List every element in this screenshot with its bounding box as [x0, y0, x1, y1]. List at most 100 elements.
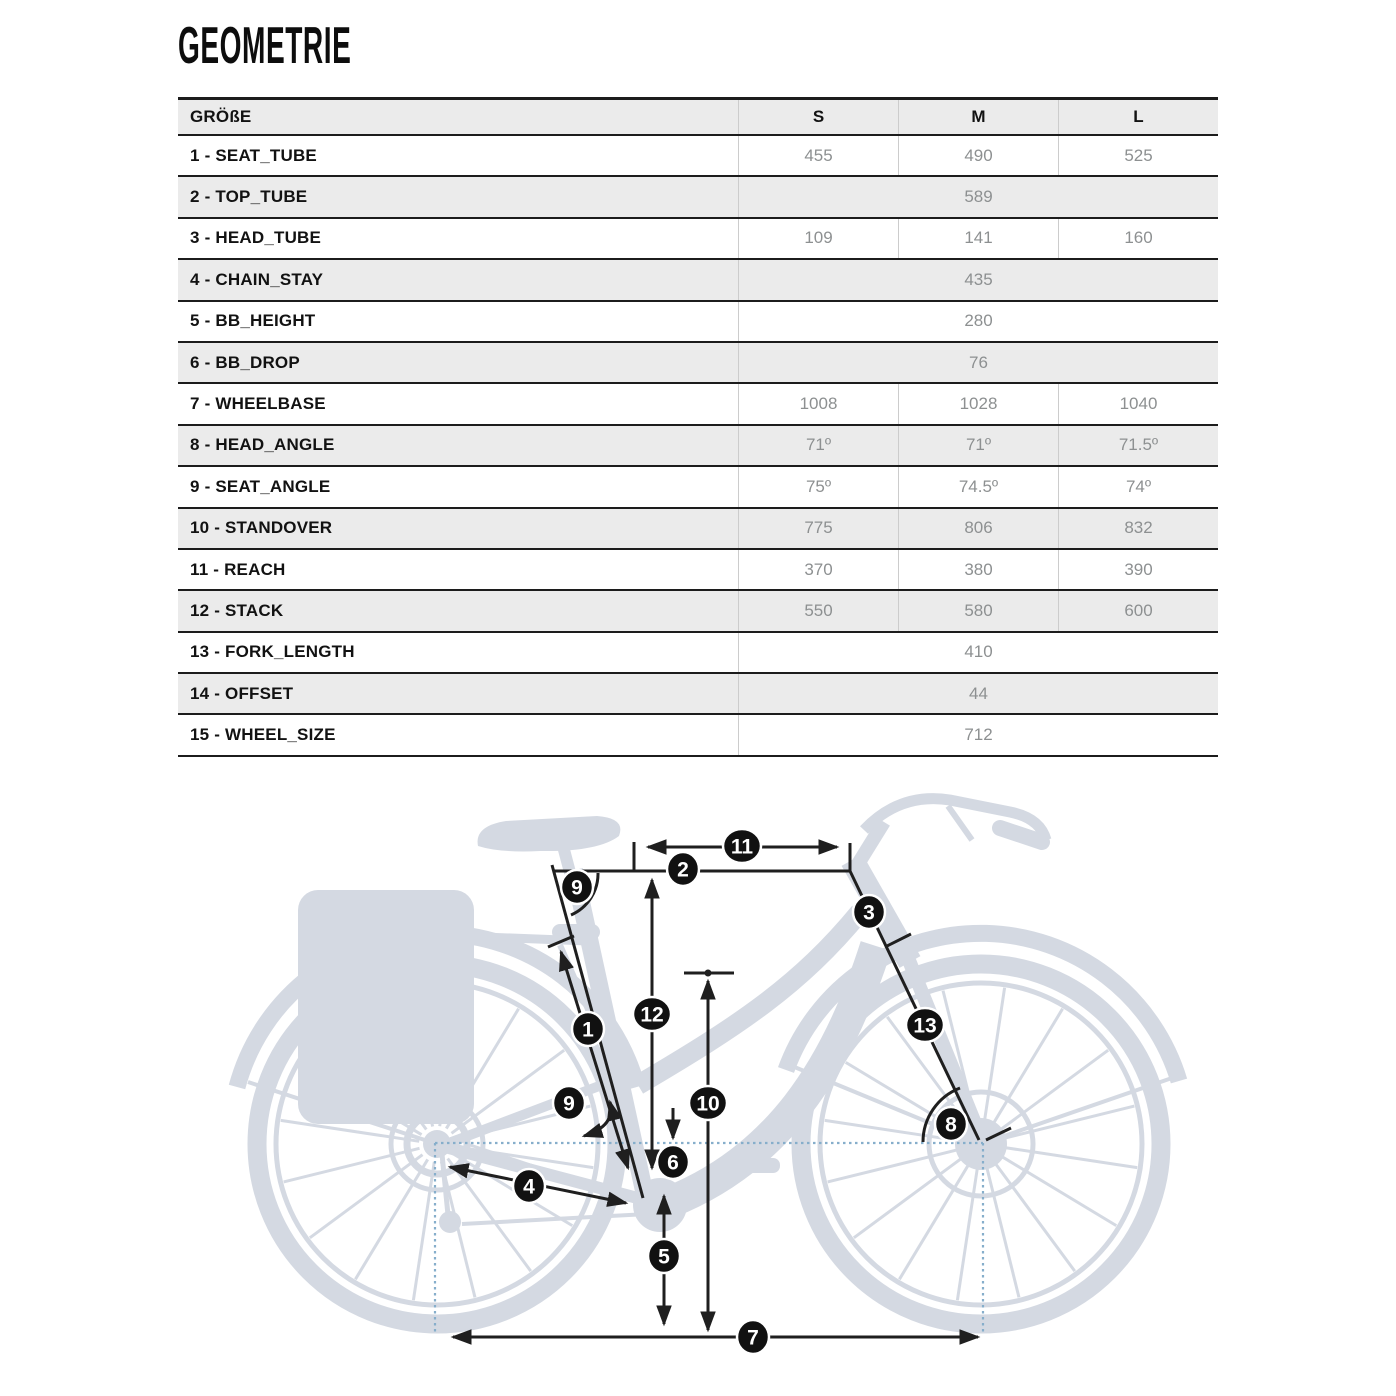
row-value: 712 — [738, 715, 1218, 755]
svg-text:2: 2 — [677, 859, 689, 882]
row-value: 525 — [1058, 136, 1218, 176]
row-value: 76 — [738, 342, 1218, 383]
handlebar — [860, 793, 1052, 842]
row-value: 74º — [1058, 467, 1218, 507]
row-value: 390 — [1058, 549, 1218, 590]
dimension-badge: 5 — [646, 1237, 682, 1275]
table-row: 9 - SEAT_ANGLE 75º 74.5º 74º — [178, 467, 1218, 509]
table-row: 6 - BB_DROP 76 — [178, 342, 1218, 385]
svg-text:5: 5 — [658, 1246, 670, 1269]
dimension-badge: 13 — [904, 1006, 946, 1044]
axle-guide-lines — [433, 1141, 985, 1333]
page-title: GEOMETRIE — [178, 17, 352, 75]
row-value: 1040 — [1058, 384, 1218, 424]
row-value: 589 — [738, 177, 1218, 217]
row-label: 6 - BB_DROP — [190, 352, 300, 372]
row-value: 410 — [738, 632, 1218, 673]
row-value: 550 — [738, 591, 898, 631]
table-row: 3 - HEAD_TUBE 109 141 160 — [178, 218, 1218, 261]
rear-rack — [301, 925, 589, 946]
row-label: 9 - SEAT_ANGLE — [190, 476, 331, 496]
row-label: 1 - SEAT_TUBE — [190, 145, 317, 165]
svg-text:9: 9 — [571, 877, 583, 900]
svg-text:4: 4 — [523, 1176, 535, 1199]
row-value: 490 — [898, 136, 1058, 176]
row-value: 141 — [898, 218, 1058, 259]
row-value: 370 — [738, 549, 898, 590]
row-label: 15 - WHEEL_SIZE — [190, 725, 336, 745]
row-value: 806 — [898, 508, 1058, 548]
row-value: 74.5º — [898, 467, 1058, 507]
row-value: 775 — [738, 508, 898, 548]
pedal — [724, 1158, 780, 1173]
svg-text:11: 11 — [731, 836, 754, 859]
row-value: 832 — [1058, 508, 1218, 548]
row-label: 14 - OFFSET — [190, 683, 294, 703]
saddle — [477, 816, 621, 852]
dimension-badges: 11 2 9 3 12 13 1 9 10 8 6 4 5 7 — [511, 827, 969, 1356]
svg-text:1: 1 — [582, 1019, 594, 1042]
size-column-header: GRÖßE — [190, 107, 252, 126]
row-label: 10 - STANDOVER — [190, 518, 333, 538]
table-row: 13 - FORK_LENGTH 410 — [178, 632, 1218, 675]
dimension-badge: 4 — [511, 1167, 547, 1205]
table-row: 7 - WHEELBASE 1008 1028 1040 — [178, 384, 1218, 426]
column-header-s: S — [738, 100, 898, 134]
dimension-badge: 9 — [551, 1084, 587, 1122]
table-row: 14 - OFFSET 44 — [178, 674, 1218, 716]
head-angle-arc — [921, 1086, 961, 1143]
top-tube — [632, 905, 868, 1094]
row-value: 71º — [898, 425, 1058, 466]
table-row: 4 - CHAIN_STAY 435 — [178, 260, 1218, 302]
row-value: 280 — [738, 301, 1218, 341]
svg-text:6: 6 — [667, 1152, 679, 1175]
column-header-m: M — [898, 100, 1058, 134]
dimension-badge: 10 — [687, 1084, 729, 1122]
row-label: 8 - HEAD_ANGLE — [190, 435, 335, 455]
row-label: 7 - WHEELBASE — [190, 394, 326, 414]
pannier-bag — [298, 890, 474, 1124]
dimension-badge: 12 — [631, 995, 673, 1033]
dimension-badge: 2 — [665, 850, 701, 888]
table-row: 1 - SEAT_TUBE 455 490 525 — [178, 136, 1218, 178]
svg-text:8: 8 — [945, 1114, 957, 1137]
row-label: 5 - BB_HEIGHT — [190, 311, 316, 331]
table-row: 12 - STACK 550 580 600 — [178, 591, 1218, 633]
row-label: 11 - REACH — [190, 559, 286, 579]
seat-angle-curved-arrow — [581, 1099, 623, 1138]
dimension-badge: 6 — [655, 1143, 691, 1181]
table-header-row: GRÖßE S M L — [178, 100, 1218, 136]
table-row: 8 - HEAD_ANGLE 71º 71º 71.5º — [178, 425, 1218, 468]
row-value: 455 — [738, 136, 898, 176]
column-header-l: L — [1058, 100, 1218, 134]
svg-text:9: 9 — [563, 1093, 575, 1116]
geometry-table: GRÖßE S M L 1 - SEAT_TUBE 455 490 525 2 - TO… — [178, 97, 1218, 757]
table-row: 15 - WHEEL_SIZE 712 — [178, 715, 1218, 757]
row-label: 13 - FORK_LENGTH — [190, 642, 355, 662]
row-value: 380 — [898, 549, 1058, 590]
row-value: 71.5º — [1058, 425, 1218, 466]
table-row: 10 - STANDOVER 775 806 832 — [178, 508, 1218, 550]
row-value: 71º — [738, 425, 898, 466]
row-value: 1028 — [898, 384, 1058, 424]
row-value: 600 — [1058, 591, 1218, 631]
row-value: 75º — [738, 467, 898, 507]
row-value: 435 — [738, 260, 1218, 300]
fork — [901, 955, 990, 1146]
row-label: 3 - HEAD_TUBE — [190, 228, 322, 248]
svg-text:3: 3 — [863, 902, 875, 925]
geometry-table-body: 1 - SEAT_TUBE 455 490 525 2 - TOP_TUBE 589 3 -… — [178, 136, 1218, 757]
row-value: 44 — [738, 674, 1218, 714]
table-row: 2 - TOP_TUBE 589 — [178, 177, 1218, 219]
row-label: 12 - STACK — [190, 600, 284, 620]
svg-text:13: 13 — [913, 1015, 936, 1038]
row-value: 1008 — [738, 384, 898, 424]
table-row: 5 - BB_HEIGHT 280 — [178, 301, 1218, 343]
derailleur — [439, 1211, 461, 1233]
svg-text:12: 12 — [640, 1004, 663, 1027]
dimension-badge: 9 — [559, 868, 595, 906]
row-value: 109 — [738, 218, 898, 259]
row-value: 160 — [1058, 218, 1218, 259]
